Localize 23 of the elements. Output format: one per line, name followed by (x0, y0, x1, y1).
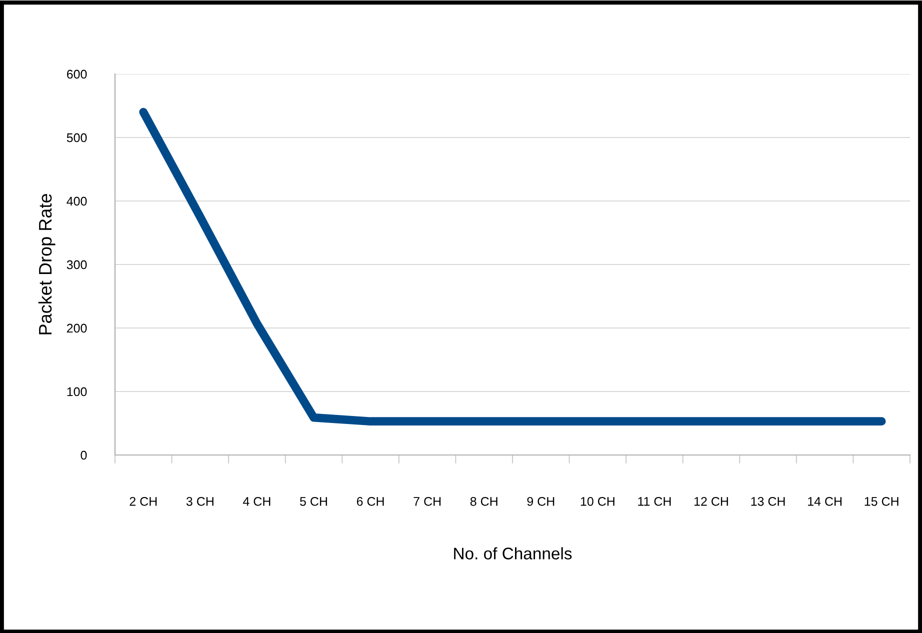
x-tick-label: 2 CH (130, 496, 157, 506)
x-tick-label: 7 CH (414, 496, 441, 506)
x-tick-label: 3 CH (186, 496, 214, 506)
y-axis-title: Packet Drop Rate (38, 194, 56, 334)
x-tick-label: 4 CH (243, 496, 270, 506)
x-tick-label: 11 CH (638, 496, 671, 506)
x-tick-label: 10 CH (580, 496, 614, 506)
x-tick-label: 8 CH (470, 496, 498, 506)
y-tick-label: 400 (66, 196, 87, 206)
x-tick-label: 12 CH (694, 496, 728, 506)
x-tick-label: 6 CH (356, 496, 384, 506)
y-tick-label: 100 (67, 387, 87, 396)
y-tick-label: 500 (66, 133, 87, 142)
x-tick-label: 5 CH (300, 496, 327, 506)
x-tick-label: 9 CH (527, 496, 554, 506)
y-tick-label: 200 (67, 324, 87, 333)
x-tick-label: 15 CH (864, 496, 898, 506)
y-tick-label: 300 (66, 260, 87, 270)
x-tick-label: 14 CH (808, 496, 842, 506)
y-tick-label: 600 (67, 70, 87, 79)
x-tick-label: 13 CH (751, 496, 785, 506)
x-axis-title: No. of Channels (454, 547, 572, 560)
y-tick-label: 0 (80, 450, 87, 460)
